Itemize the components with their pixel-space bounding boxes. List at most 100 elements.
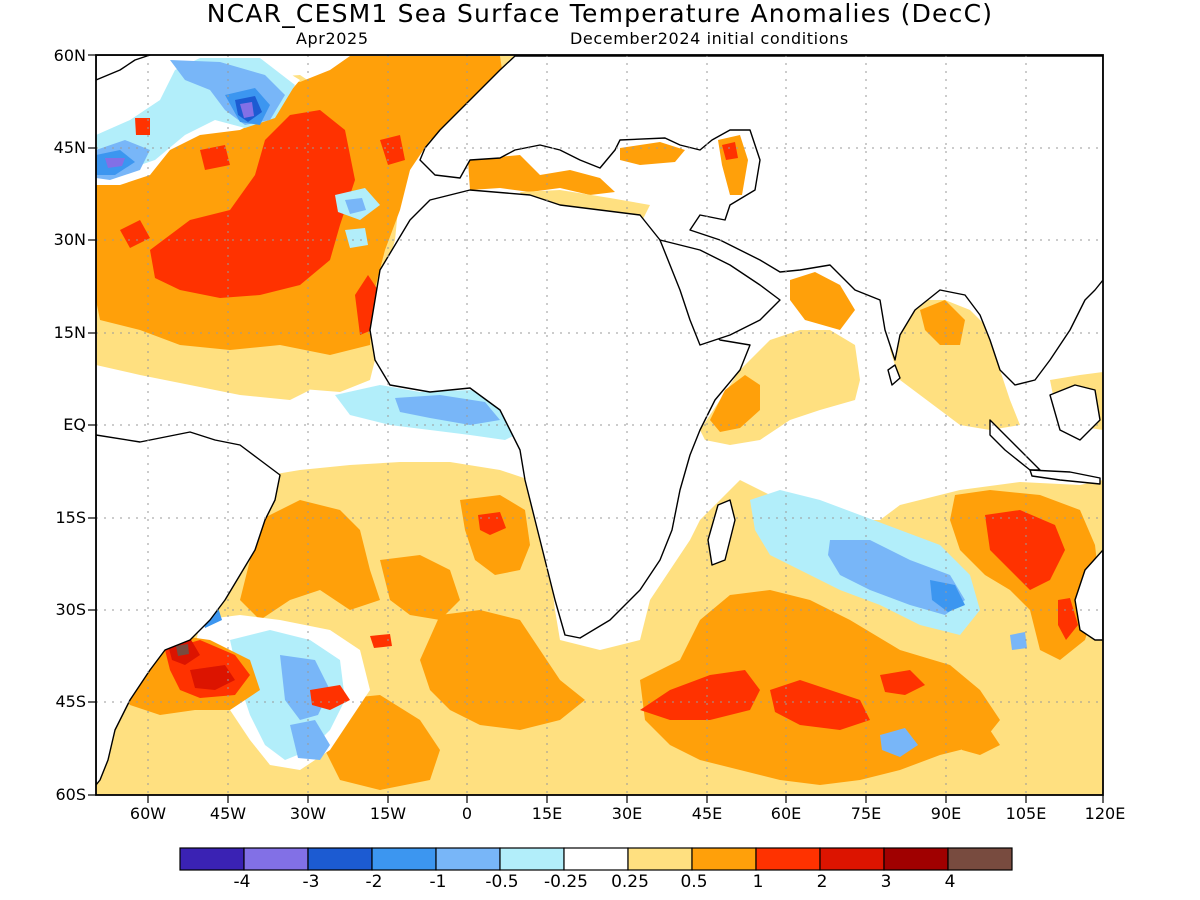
colorbar-label: -1 [429,872,447,892]
anomaly-region [240,500,380,620]
borneo-island [1049,384,1101,441]
colorbar-swatch [691,847,757,871]
lat-label: 30S [55,600,86,619]
anomaly-region [120,220,150,248]
madagascar-island [707,499,736,566]
anomaly-region [880,728,918,757]
anomaly-region [345,198,366,214]
anomaly-region [150,110,355,298]
anomaly-region [985,510,1065,590]
gridlines [96,55,1103,795]
lon-label: 30E [611,804,643,823]
lat-label: 15N [53,323,86,342]
arabian-peninsula [659,239,781,346]
anomaly-region [176,644,189,656]
colorbar-label: 4 [944,872,956,892]
colorbar-label: -3 [302,872,320,892]
anomaly-region [1058,598,1078,640]
anomaly-region [1010,632,1027,650]
lat-label: EQ [63,415,86,434]
anomaly-region [620,142,685,165]
anomaly-region [96,340,310,400]
anomaly-region [105,158,125,168]
lon-label: 60E [770,804,802,823]
colorbar-label: 1 [752,872,764,892]
colorbar-swatch [371,847,437,871]
anomaly-region [135,118,150,135]
colorbar-swatch [563,847,629,871]
north-america-landmass [96,55,151,81]
anomaly-region [960,730,1000,755]
lat-label: 15S [55,508,86,527]
lon-label: 90E [930,804,962,823]
colorbar-swatch [947,847,1013,871]
south-america-landmass [96,431,281,786]
anomaly-region [468,155,615,195]
lon-label: 0 [461,804,473,823]
colorbar-swatch [883,847,949,871]
map-frame [95,54,1104,796]
anomaly-region [478,512,506,535]
colorbar-swatch [819,847,885,871]
lon-label: 15W [369,804,407,823]
anomaly-region [310,685,350,710]
lon-label: 45E [691,804,723,823]
anomaly-region [640,670,760,720]
anomaly-region [880,670,925,695]
lon-label: 15E [531,804,563,823]
anomaly-region [920,300,965,345]
anomaly-region [710,375,760,432]
anomaly-region [380,135,405,165]
lon-label: 30W [289,804,327,823]
anomaly-region [395,395,500,425]
lat-label: 45S [55,692,86,711]
lon-label: 60W [129,804,167,823]
europe-asia-landmass [419,55,1103,386]
anomaly-region [722,142,738,160]
anomaly-region [345,228,368,248]
anomaly-region [460,495,530,575]
australia-landmass [1074,549,1103,641]
lat-label: 60N [53,46,86,65]
anomaly-region [240,102,254,118]
colorbar-swatch [179,847,245,871]
colorbar-label: 3 [880,872,892,892]
colorbar-label: 2 [816,872,828,892]
anomaly-region [828,540,965,615]
lon-label: 75E [850,804,882,823]
lat-label: 60S [55,785,86,804]
anomaly-region [200,145,230,170]
sri-lanka-island [887,364,901,386]
anomaly-region [290,720,330,760]
colorbar [179,847,1013,871]
anomaly-region [370,634,392,648]
colorbar-swatch [755,847,821,871]
lat-label: 30N [53,230,86,249]
anomaly-region [790,272,855,330]
java-island [1029,469,1101,485]
anomaly-region [420,610,585,730]
colorbar-label: -4 [233,872,251,892]
colorbar-label: -2 [365,872,383,892]
anomaly-field [96,55,1103,795]
colorbar-swatch [307,847,373,871]
colorbar-label: 0.5 [680,872,708,892]
anomaly-region [930,580,965,612]
lon-label: 120E [1084,804,1126,823]
anomaly-region [380,555,460,620]
lon-label: 105E [1005,804,1047,823]
axis-ticks [88,54,1104,803]
lat-label: 45N [53,138,86,157]
lon-label: 45W [209,804,247,823]
colorbar-label: 0.25 [611,872,649,892]
colorbar-label: -0.5 [485,872,519,892]
initial-conditions: December2024 initial conditions [570,29,849,48]
colorbar-swatch [243,847,309,871]
colorbar-label: -0.25 [544,872,588,892]
colorbar-swatch [499,847,565,871]
colorbar-swatch [435,847,501,871]
map-title: NCAR_CESM1 Sea Surface Temperature Anoma… [206,0,994,28]
colorbar-swatch [627,847,693,871]
forecast-month: Apr2025 [296,29,369,48]
